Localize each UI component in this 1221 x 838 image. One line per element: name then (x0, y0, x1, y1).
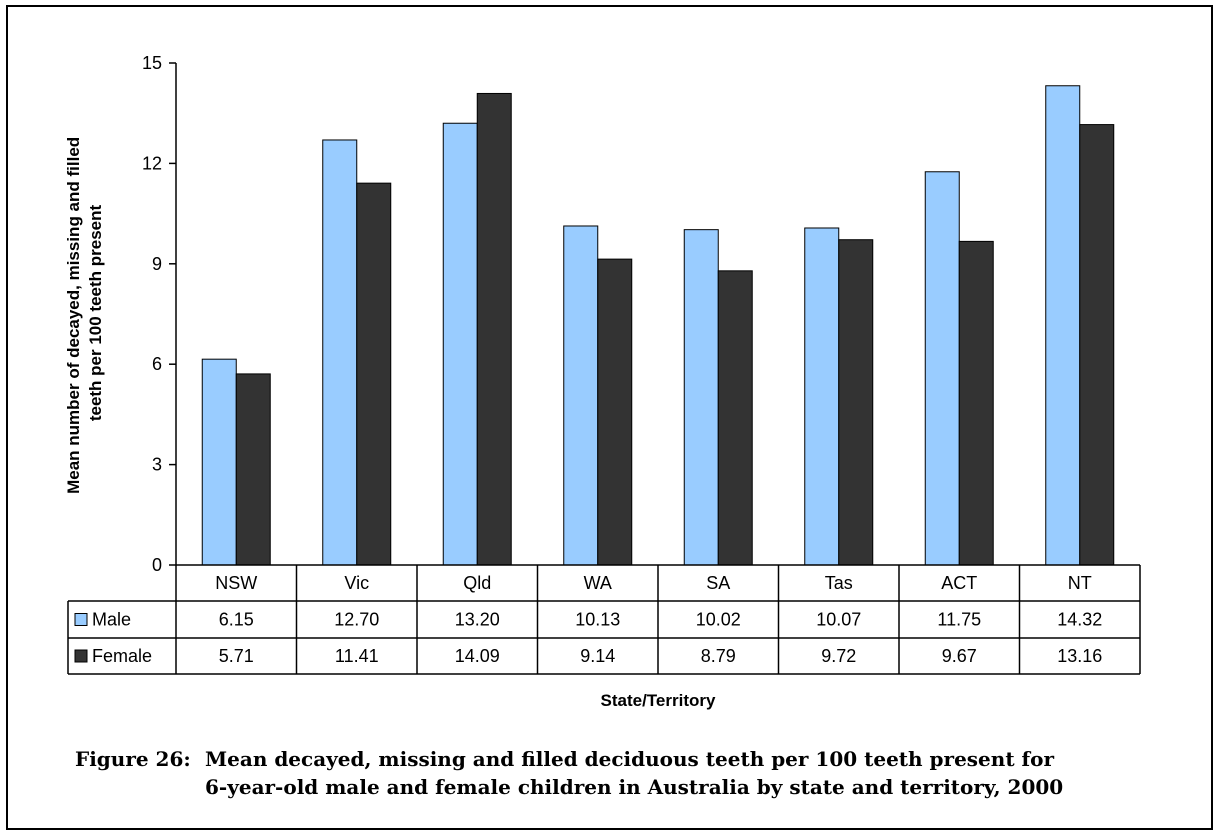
table-value-male: 13.20 (455, 610, 500, 630)
y-tick-label: 3 (152, 455, 162, 475)
legend-label-female: Female (92, 646, 152, 666)
category-label: Vic (344, 573, 369, 593)
table-value-female: 8.79 (701, 646, 736, 666)
bar-male (442, 122, 478, 566)
category-label: Tas (825, 573, 853, 593)
bar-male (683, 229, 719, 566)
figure-frame (6, 5, 1213, 830)
y-axis-title-line-2: teeth per 100 teeth present (86, 204, 105, 421)
table-value-male: 10.13 (575, 610, 620, 630)
table-value-female: 11.41 (335, 646, 379, 666)
legend-key-female (74, 649, 88, 663)
y-tick-label: 15 (142, 53, 162, 73)
table-value-male: 10.07 (816, 610, 861, 630)
bar-female (1079, 124, 1115, 566)
bar-male (322, 139, 358, 566)
y-axis-title-line-1: Mean number of decayed, missing and fill… (64, 137, 83, 494)
category-label: SA (706, 573, 730, 593)
y-axis-title: Mean number of decayed, missing and fill… (64, 132, 105, 494)
x-axis-title: State/Territory (601, 691, 716, 710)
bar-female (838, 239, 874, 566)
legend-label-male: Male (92, 610, 131, 630)
caption-line-2: 6-year-old male and female children in A… (205, 775, 1064, 799)
bar-female (597, 258, 633, 566)
bar-male (1045, 85, 1081, 566)
y-tick-label: 6 (152, 354, 162, 374)
caption-line-1: Mean decayed, missing and filled deciduo… (205, 747, 1054, 771)
bar-female (235, 373, 271, 566)
table-value-female: 5.71 (219, 646, 254, 666)
bar-female (476, 92, 512, 566)
bar-female (717, 270, 753, 566)
category-label: NSW (215, 573, 257, 593)
bar-male (804, 227, 840, 566)
bar-female (356, 182, 392, 566)
bar-male (924, 171, 960, 566)
legend-key-male (74, 613, 88, 626)
bar-male (201, 358, 237, 566)
category-label: WA (584, 573, 612, 593)
y-tick-label: 0 (152, 555, 162, 575)
table-value-male: 11.75 (937, 610, 981, 630)
table-value-female: 9.72 (821, 646, 856, 666)
y-tick-label: 12 (142, 153, 162, 173)
table-value-female: 13.16 (1057, 646, 1102, 666)
table-value-female: 9.14 (580, 646, 615, 666)
table-value-male: 12.70 (334, 610, 379, 630)
table-value-female: 14.09 (455, 646, 500, 666)
table-value-male: 6.15 (219, 610, 254, 630)
figure-caption: Figure 26: Mean decayed, missing and fill… (75, 745, 1175, 801)
bar-male (563, 225, 599, 566)
y-tick-label: 9 (152, 254, 162, 274)
category-label: Qld (463, 573, 491, 593)
table-value-male: 14.32 (1057, 610, 1102, 630)
bar-female (958, 240, 994, 566)
table-value-male: 10.02 (696, 610, 741, 630)
category-label: NT (1068, 573, 1092, 593)
bar-chart: Mean number of decayed, missing and fill… (64, 53, 1141, 710)
category-label: ACT (941, 573, 977, 593)
table-value-female: 9.67 (942, 646, 977, 666)
plot-area: 0 3 6 9 12 15 NSW Vic Qld WA SA Tas ACT NT Male 6.15 12.… (67, 53, 1141, 675)
caption-label: Figure 26: (75, 747, 191, 771)
